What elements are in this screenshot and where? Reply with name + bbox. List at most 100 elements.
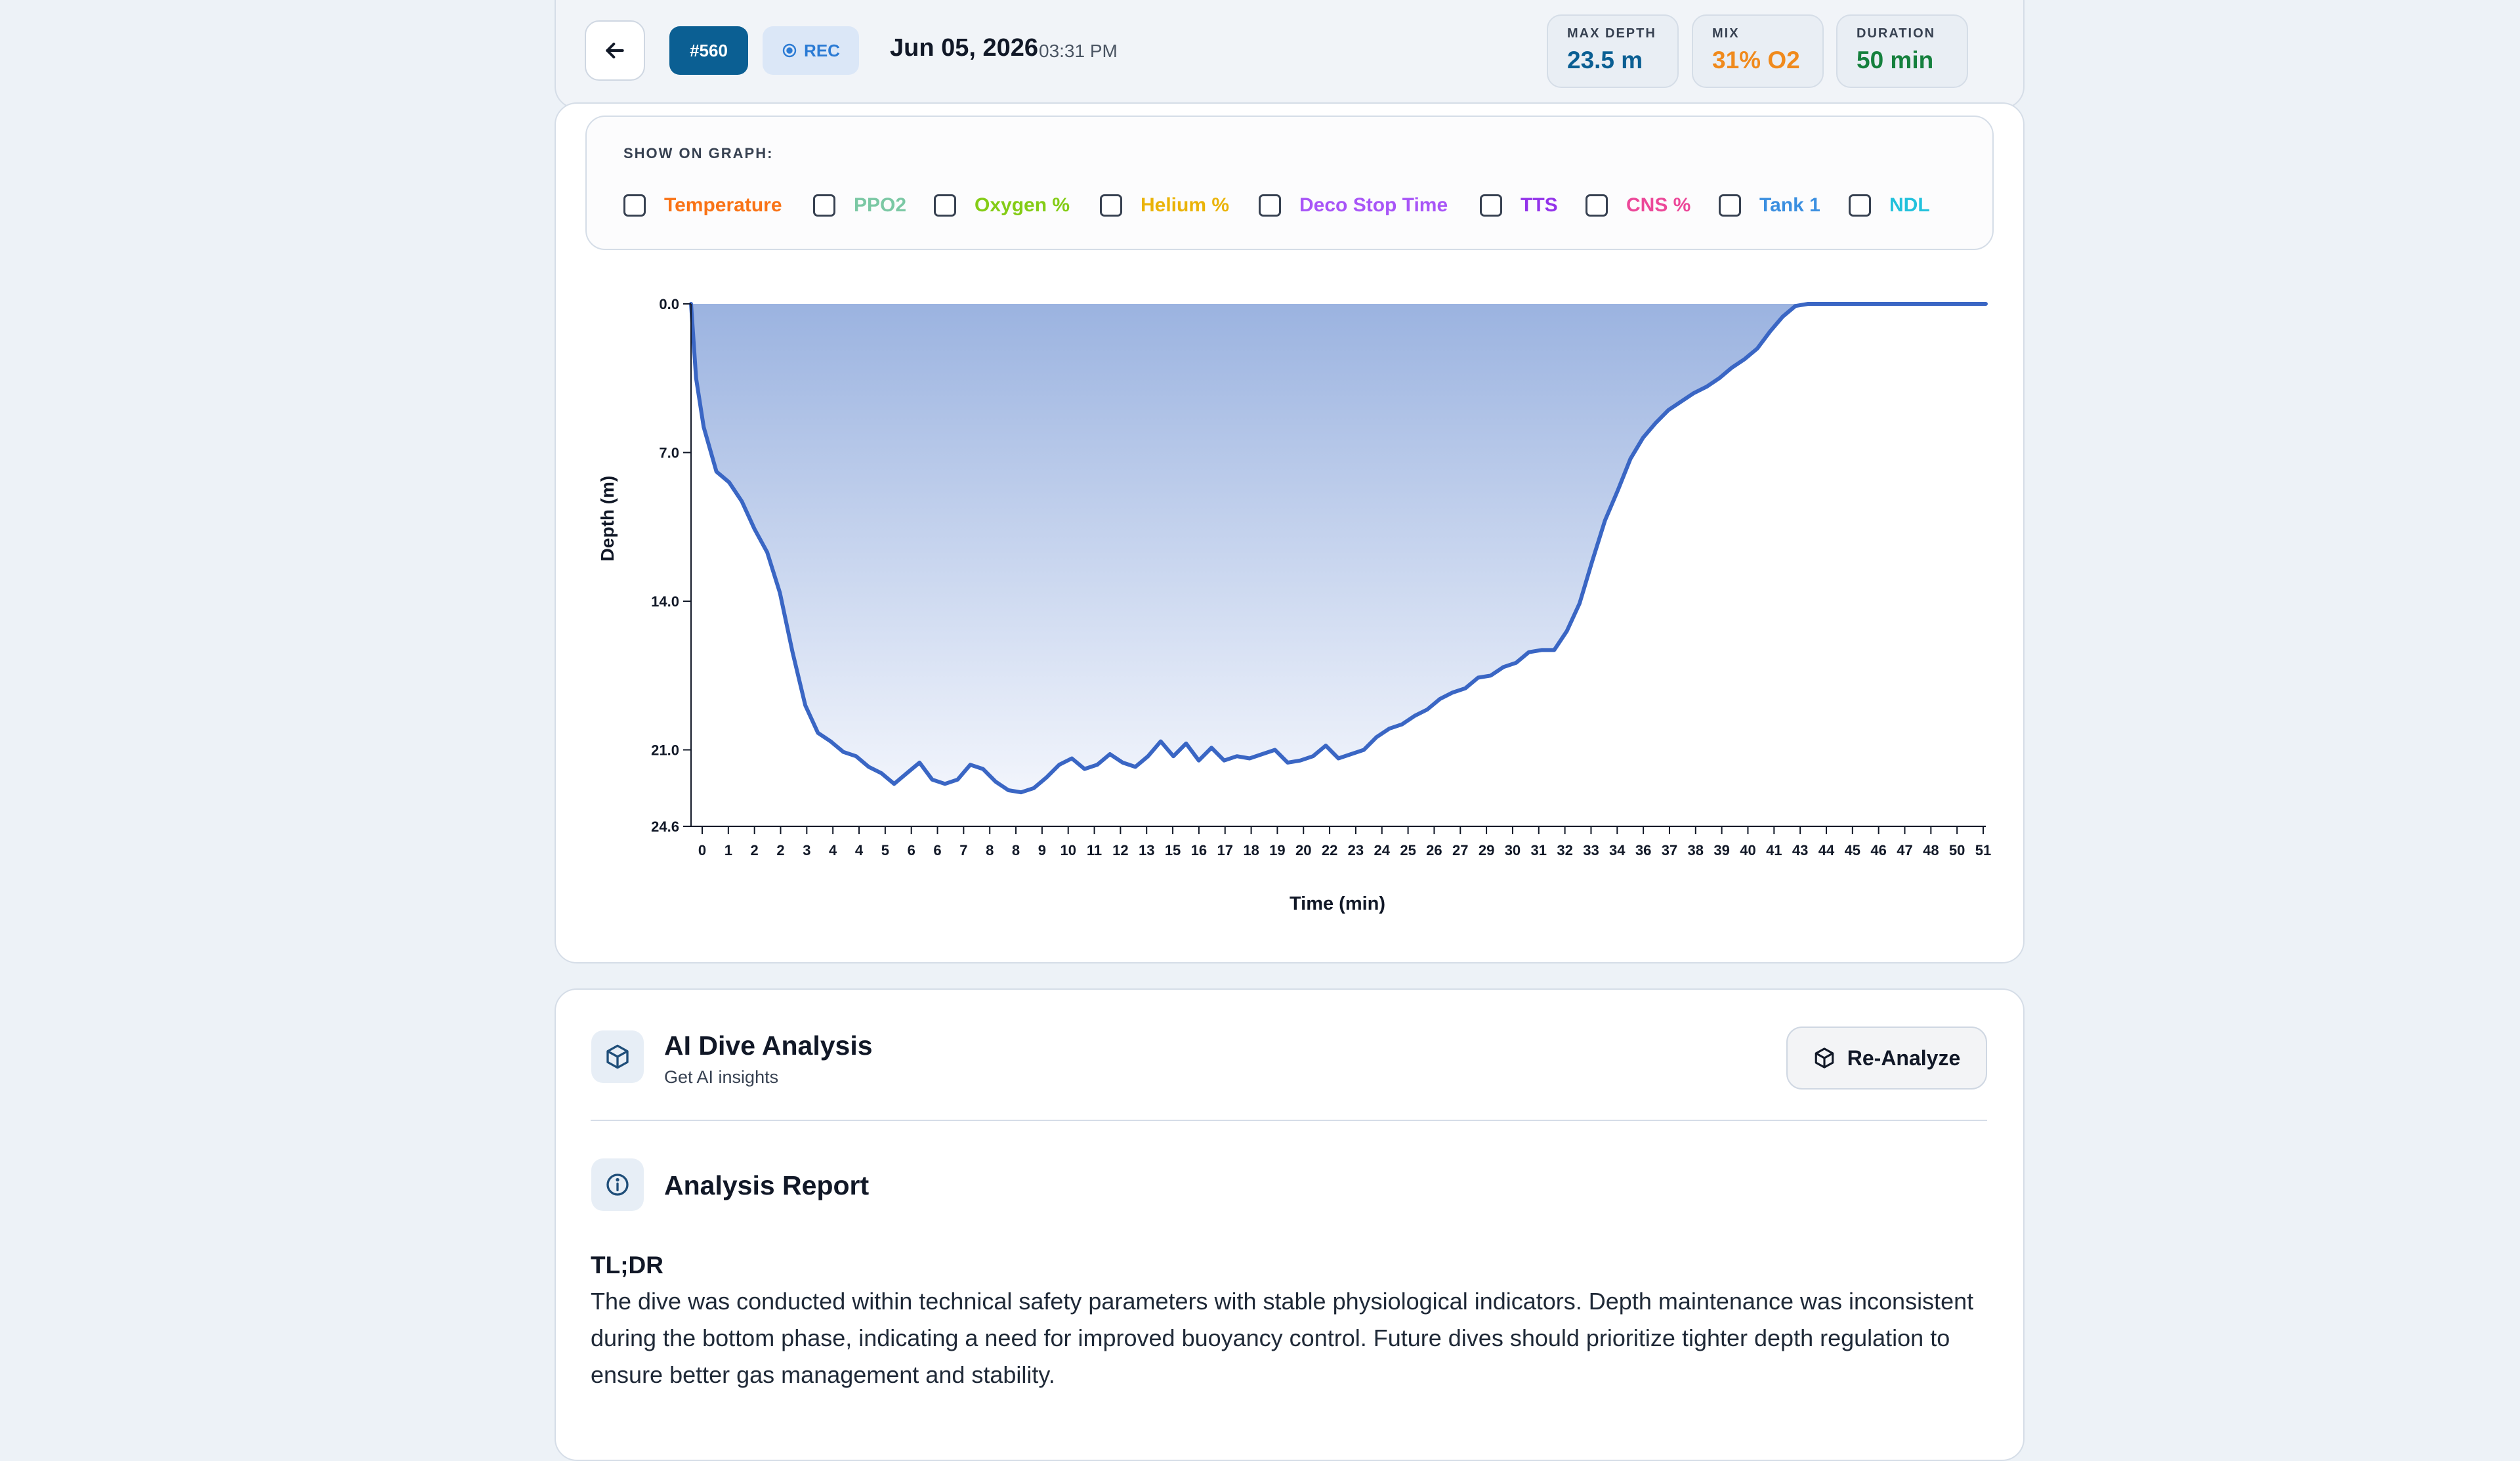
y-axis-label: Depth (m)	[597, 476, 618, 562]
x-tick-label: 10	[1060, 842, 1076, 858]
stat-value: 23.5 m	[1567, 47, 1643, 74]
x-tick-label: 2	[776, 842, 784, 858]
x-tick-label: 27	[1452, 842, 1468, 858]
graph-options-title: SHOW ON GRAPH:	[623, 145, 774, 161]
stat-label: MAX DEPTH	[1567, 26, 1656, 41]
toggle-label: TTS	[1521, 194, 1558, 216]
toggle-label: CNS %	[1626, 194, 1691, 216]
checkbox[interactable]	[623, 194, 646, 217]
graph-options-panel	[585, 116, 1994, 250]
arrow-left-icon	[606, 43, 624, 58]
toggle-ndl[interactable]: NDL	[1849, 194, 1930, 217]
x-tick-label: 16	[1191, 842, 1207, 858]
x-tick-label: 3	[803, 842, 810, 858]
x-tick-label: 4	[855, 842, 864, 858]
x-tick-label: 13	[1139, 842, 1154, 858]
x-tick-label: 9	[1038, 842, 1046, 858]
toggle-cns[interactable]: CNS %	[1586, 194, 1690, 217]
x-tick-label: 8	[986, 842, 994, 858]
x-tick-label: 18	[1243, 842, 1259, 858]
checkbox[interactable]	[1849, 194, 1871, 217]
toggle-oxygen[interactable]: Oxygen %	[934, 194, 1070, 217]
ai-analysis-title: AI Dive Analysis	[664, 1030, 873, 1061]
toggle-tts[interactable]: TTS	[1480, 194, 1558, 217]
x-tick-label: 32	[1557, 842, 1572, 858]
x-tick-label: 30	[1505, 842, 1521, 858]
x-tick-label: 12	[1112, 842, 1128, 858]
x-tick-label: 40	[1740, 842, 1755, 858]
ai-analysis-card	[555, 988, 2025, 1461]
y-tick-label: 0.0	[659, 296, 679, 312]
x-tick-label: 34	[1609, 842, 1626, 858]
stat-duration: DURATION 50 min	[1836, 14, 1968, 88]
x-tick-label: 45	[1845, 842, 1860, 858]
x-tick-label: 43	[1792, 842, 1808, 858]
x-tick-label: 44	[1818, 842, 1835, 858]
x-tick-label: 41	[1766, 842, 1782, 858]
y-tick-label: 14.0	[651, 593, 679, 610]
toggle-tank-1[interactable]: Tank 1	[1719, 194, 1820, 217]
x-tick-label: 33	[1583, 842, 1599, 858]
y-tick-label: 7.0	[659, 445, 679, 461]
dive-profile-chart: 0.07.014.021.024.60 1 2 2 3 4 4 5 6 6 7 8 8 9 10 11 12 13…	[597, 296, 1991, 914]
toggle-label: NDL	[1889, 194, 1930, 216]
section-divider	[591, 1120, 1987, 1121]
checkbox[interactable]	[1586, 194, 1608, 217]
stat-label: DURATION	[1857, 26, 1936, 41]
toggle-label: Deco Stop Time	[1299, 194, 1448, 216]
x-tick-label: 17	[1217, 842, 1232, 858]
depth-line	[689, 302, 1988, 795]
tldr-text: The dive was conducted within technical …	[591, 1288, 1974, 1388]
x-tick-label: 24	[1374, 842, 1391, 858]
checkbox[interactable]	[934, 194, 956, 217]
stat-value: 31% O2	[1712, 47, 1800, 74]
x-tick-label: 25	[1400, 842, 1416, 858]
x-tick-label: 0	[698, 842, 706, 858]
depth-area	[691, 304, 1986, 793]
x-tick-label: 51	[1975, 842, 1991, 858]
info-icon	[606, 1174, 629, 1196]
checkbox[interactable]	[813, 194, 835, 217]
analysis-report-title: Analysis Report	[664, 1170, 870, 1200]
ai-analysis-subtitle: Get AI insights	[664, 1067, 779, 1087]
re-analyze-button[interactable]: Re-Analyze	[1786, 1027, 1987, 1090]
stat-mix: MIX 31% O2	[1692, 14, 1824, 88]
x-tick-label: 15	[1165, 842, 1181, 858]
rec-badge: REC	[763, 26, 859, 75]
checkbox[interactable]	[1100, 194, 1122, 217]
dive-id-badge: #560	[669, 26, 748, 75]
x-axis-label: Time (min)	[1290, 893, 1385, 914]
rec-label: REC	[804, 40, 840, 60]
toggle-label: PPO2	[854, 194, 907, 216]
x-tick-label: 8	[1012, 842, 1020, 858]
checkbox[interactable]	[1719, 194, 1741, 217]
toggle-temperature[interactable]: Temperature	[623, 194, 782, 217]
toggle-helium[interactable]: Helium %	[1100, 194, 1229, 217]
checkbox[interactable]	[1480, 194, 1502, 217]
dive-time: 03:31 PM	[1039, 41, 1118, 61]
y-tick-label: 21.0	[651, 742, 679, 759]
checkbox[interactable]	[1259, 194, 1281, 217]
x-tick-label: 39	[1713, 842, 1729, 858]
back-button[interactable]	[585, 20, 645, 81]
x-tick-label: 6	[908, 842, 915, 858]
cube-icon	[1815, 1048, 1834, 1069]
x-tick-label: 1	[724, 842, 732, 858]
toggle-ppo2[interactable]: PPO2	[813, 194, 906, 217]
toggle-label: Helium %	[1141, 194, 1230, 216]
stat-label: MIX	[1712, 26, 1740, 41]
x-tick-label: 22	[1322, 842, 1337, 858]
stat-value: 50 min	[1857, 47, 1934, 74]
x-tick-label: 20	[1295, 842, 1311, 858]
report-icon-box	[591, 1158, 644, 1211]
x-tick-label: 26	[1426, 842, 1442, 858]
toggle-deco-stop-time[interactable]: Deco Stop Time	[1259, 194, 1448, 217]
x-tick-label: 5	[881, 842, 889, 858]
stat-max-depth: MAX DEPTH 23.5 m	[1547, 14, 1679, 88]
x-tick-label: 37	[1662, 842, 1677, 858]
x-tick-label: 38	[1688, 842, 1704, 858]
y-tick-label: 24.6	[651, 818, 679, 835]
re-analyze-label: Re-Analyze	[1847, 1046, 1961, 1070]
toggle-label: Oxygen %	[975, 194, 1070, 216]
ai-analysis-icon-box	[591, 1030, 644, 1083]
